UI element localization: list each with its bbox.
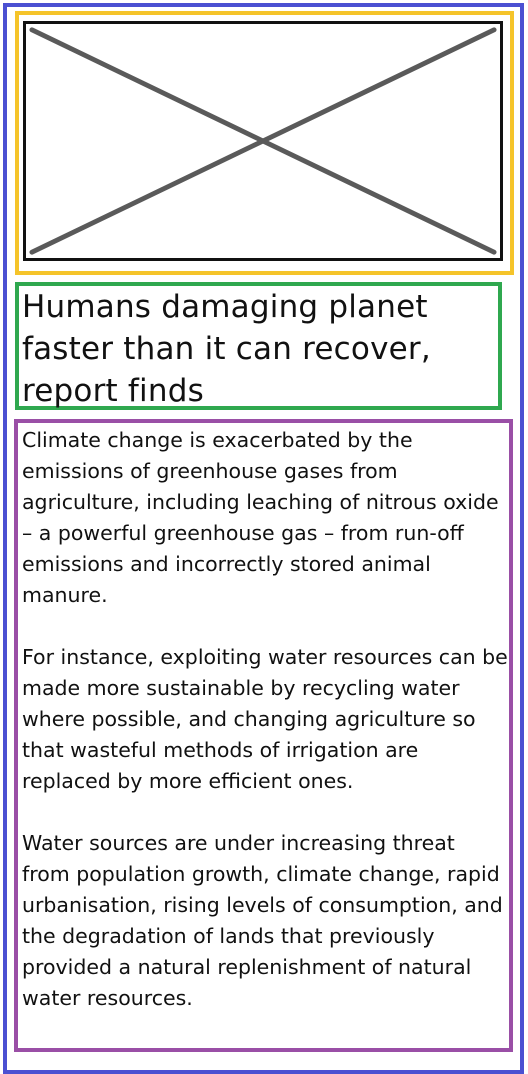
article-body: Climate change is exacerbated by the emi… [22,425,508,1014]
body-paragraph-1: Climate change is exacerbated by the emi… [22,428,499,607]
hero-image-container [15,11,514,275]
image-placeholder-icon [29,27,497,255]
body-paragraph-3: Water sources are under increasing threa… [22,831,503,1010]
image-placeholder [23,21,503,261]
article-card [3,3,524,1074]
body-paragraph-2: For instance, exploiting water resources… [22,645,508,793]
article-body-container: Climate change is exacerbated by the emi… [14,419,513,1052]
headline-container: Humans damaging planet faster than it ca… [15,282,502,410]
article-headline: Humans damaging planet faster than it ca… [22,289,431,409]
